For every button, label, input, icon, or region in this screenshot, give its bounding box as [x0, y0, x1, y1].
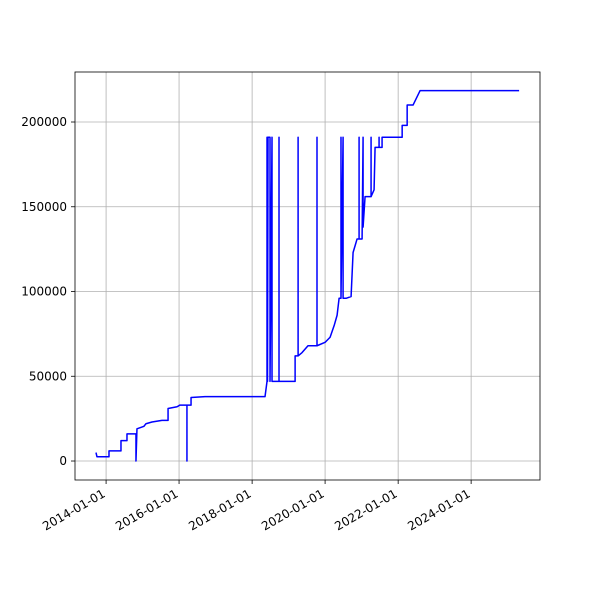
- y-tick-label: 100000: [21, 285, 67, 299]
- plot-frame: [74, 71, 541, 481]
- x-tick-label: 2014-01-01: [40, 486, 107, 533]
- data-line: [95, 89, 520, 462]
- x-tick-label: 2022-01-01: [332, 486, 399, 533]
- x-tick-label: 2016-01-01: [113, 486, 180, 533]
- y-tick-label: 200000: [21, 115, 67, 129]
- y-tick-label: 0: [59, 454, 67, 468]
- y-tick-label: 150000: [21, 200, 67, 214]
- x-tick-label: 2020-01-01: [259, 486, 326, 533]
- x-tick-label: 2018-01-01: [186, 486, 253, 533]
- y-tick-label: 50000: [29, 369, 67, 383]
- x-tick-label: 2024-01-01: [405, 486, 472, 533]
